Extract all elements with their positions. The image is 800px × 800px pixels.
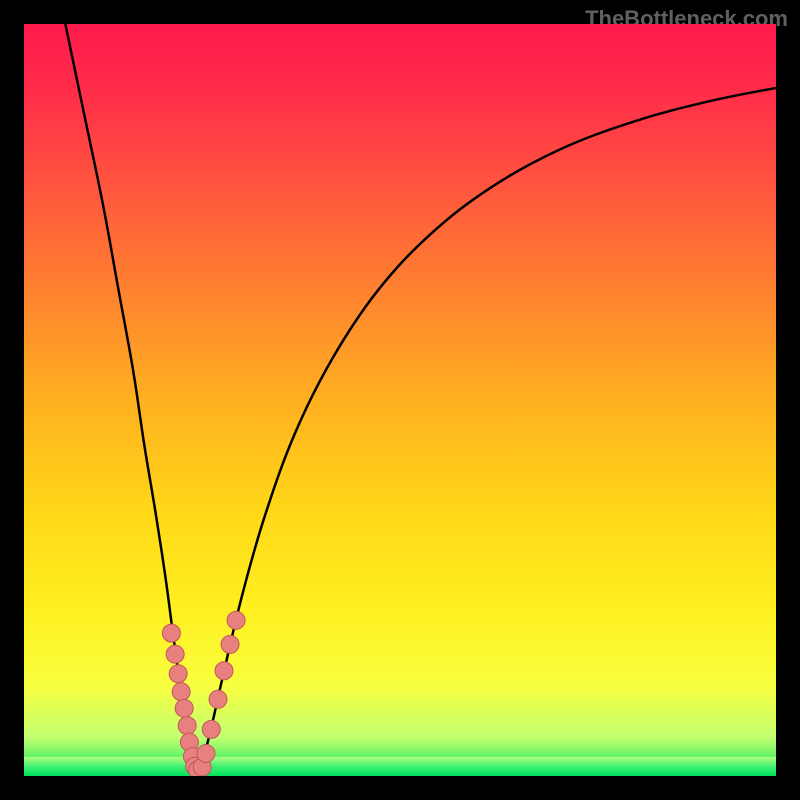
- marker-left-branch-markers-5: [178, 717, 196, 735]
- marker-left-branch-markers-0: [162, 624, 180, 642]
- marker-right-branch-markers-4: [215, 662, 233, 680]
- curve-layer: [24, 24, 776, 776]
- marker-left-branch-markers-4: [175, 699, 193, 717]
- marker-left-branch-markers-1: [166, 645, 184, 663]
- marker-right-branch-markers-2: [202, 720, 220, 738]
- marker-left-branch-markers-3: [172, 683, 190, 701]
- chart-root: TheBottleneck.com: [0, 0, 800, 800]
- marker-left-branch-markers-2: [169, 665, 187, 683]
- curve-right-branch: [197, 88, 776, 776]
- marker-right-branch-markers-6: [227, 611, 245, 629]
- plot-area: [24, 24, 776, 776]
- marker-right-branch-markers-5: [221, 635, 239, 653]
- marker-right-branch-markers-3: [209, 690, 227, 708]
- marker-right-branch-markers-1: [197, 744, 215, 762]
